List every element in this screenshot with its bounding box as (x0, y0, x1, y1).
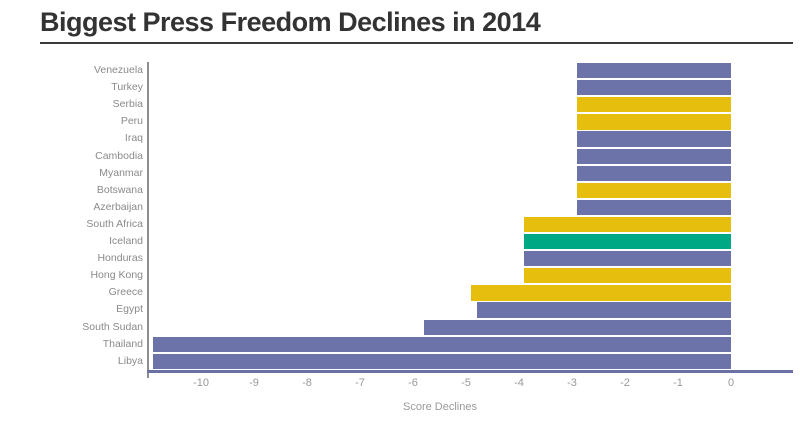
bar (476, 302, 731, 318)
bar (577, 165, 731, 181)
bar-label: South Africa (86, 217, 143, 230)
bar-label: Azerbaijan (93, 200, 143, 213)
bar-label: Turkey (111, 81, 143, 94)
bar-label: Greece (108, 286, 143, 299)
bar (577, 63, 731, 79)
x-tick-label: -2 (620, 377, 630, 389)
x-axis-baseline (147, 370, 793, 373)
bar-label: Iceland (109, 235, 143, 247)
x-tick-label: -1 (673, 377, 683, 389)
bar (524, 234, 731, 250)
bar-label: Serbia (112, 98, 143, 111)
bar-label: Thailand (102, 337, 143, 350)
bar-label: South Sudan (82, 320, 143, 333)
bar-label: Honduras (97, 252, 143, 265)
x-tick-label: -6 (408, 377, 418, 389)
bar-label: Iraq (124, 132, 143, 145)
x-tick-label: -4 (514, 377, 524, 389)
chart-title: Biggest Press Freedom Declines in 2014 (40, 7, 541, 37)
x-tick-label: 0 (727, 377, 735, 389)
x-axis-title: Score Declines (403, 401, 477, 413)
x-tick-label: -9 (249, 377, 259, 389)
bar-label: Myanmar (99, 166, 143, 179)
bar (524, 251, 731, 267)
bar (577, 131, 731, 147)
bar-label: Botswana (96, 183, 143, 196)
bar (577, 182, 731, 198)
bar (577, 199, 731, 216)
bar-label: Venezuela (93, 64, 143, 76)
x-tick-label: -3 (567, 377, 577, 389)
title-underline (40, 42, 793, 44)
bar (524, 268, 731, 284)
bar (577, 80, 731, 96)
bar-label: Peru (120, 115, 143, 128)
y-axis-line (147, 62, 149, 378)
x-tick-label: -10 (193, 377, 209, 389)
bar (153, 336, 731, 352)
bar (153, 353, 731, 369)
x-tick-label: -5 (461, 377, 471, 389)
bar (577, 97, 731, 113)
x-tick-label: -7 (355, 377, 365, 389)
bar-label: Hong Kong (90, 269, 143, 282)
bar-label: Egypt (116, 303, 143, 316)
x-tick-label: -8 (302, 377, 312, 389)
bar (577, 114, 731, 130)
bar (524, 216, 731, 233)
bar (423, 319, 731, 335)
bar (577, 148, 731, 164)
bar (471, 285, 731, 301)
bar-label: Libya (117, 354, 143, 367)
bar-label: Cambodia (95, 149, 143, 162)
